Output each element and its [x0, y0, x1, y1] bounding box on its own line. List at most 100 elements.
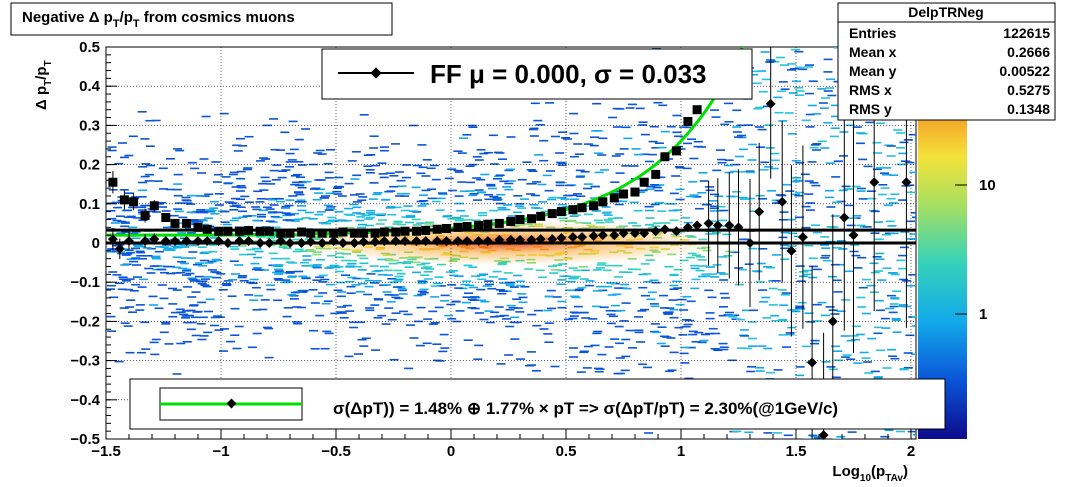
- data-point-square: [223, 226, 233, 236]
- heatmap-cell: [593, 152, 603, 154]
- heatmap-cell: [753, 107, 763, 110]
- heatmap-cell: [417, 282, 427, 285]
- heatmap-cell: [836, 310, 846, 312]
- heatmap-cell: [297, 209, 307, 212]
- heatmap-cell: [324, 177, 334, 179]
- heatmap-cell: [597, 353, 607, 356]
- heatmap-cell: [345, 226, 355, 229]
- heatmap-cell: [697, 146, 706, 148]
- heatmap-cell: [553, 264, 562, 266]
- heatmap-cell: [513, 274, 523, 277]
- heatmap-cell: [292, 173, 302, 176]
- heatmap-cell: [189, 219, 199, 221]
- heatmap-cell: [615, 108, 625, 110]
- heatmap-cell: [812, 113, 822, 115]
- heatmap-cell: [319, 196, 329, 199]
- heatmap-cell: [161, 321, 171, 324]
- heatmap-cell: [684, 126, 694, 129]
- heatmap-cell: [488, 187, 497, 190]
- heatmap-cell: [385, 207, 395, 209]
- heatmap-cell: [138, 181, 147, 184]
- heatmap-cell: [712, 231, 722, 234]
- heatmap-cell: [667, 369, 677, 371]
- heatmap-cell: [689, 194, 699, 196]
- heatmap-cell: [755, 106, 765, 109]
- heatmap-cell: [173, 194, 183, 197]
- heatmap-cell: [179, 313, 189, 316]
- heatmap-cell: [157, 284, 167, 286]
- heatmap-cell: [790, 68, 800, 70]
- data-point-square: [432, 224, 442, 234]
- heatmap-cell: [387, 318, 397, 321]
- heatmap-cell: [812, 268, 822, 271]
- heatmap-cell: [755, 370, 765, 372]
- data-point-diamond: [420, 236, 431, 246]
- heatmap-cell: [381, 198, 391, 201]
- heatmap-cell: [369, 135, 379, 137]
- heatmap-cell: [707, 220, 717, 222]
- heatmap-cell: [137, 111, 147, 113]
- heatmap-cell: [296, 306, 306, 309]
- heatmap-cell: [545, 102, 555, 104]
- heatmap-cell: [557, 203, 567, 206]
- heatmap-cell: [891, 317, 901, 320]
- heatmap-cell: [269, 169, 279, 172]
- heatmap-cell: [573, 143, 583, 145]
- heatmap-cell: [422, 159, 432, 161]
- heatmap-cell: [608, 116, 618, 119]
- heatmap-cell: [238, 253, 248, 256]
- heatmap-cell: [436, 285, 446, 287]
- heatmap-cell: [562, 275, 572, 278]
- heatmap-cell: [128, 206, 138, 209]
- heatmap-cell: [863, 361, 872, 363]
- heatmap-cell: [204, 310, 213, 313]
- heatmap-cell: [285, 161, 295, 163]
- heatmap-cell: [480, 173, 490, 176]
- heatmap-cell: [232, 347, 242, 350]
- legend-bottom: σ(ΔpT)) = 1.48% ⊕ 1.77% × pT => σ(ΔpT/pT…: [129, 378, 946, 430]
- heatmap-cell: [583, 183, 593, 185]
- heatmap-cell: [315, 188, 325, 191]
- heatmap-cell: [709, 207, 719, 210]
- heatmap-cell: [661, 222, 671, 224]
- heatmap-cell: [199, 335, 209, 337]
- heatmap-cell: [852, 325, 862, 328]
- heatmap-cell: [294, 218, 304, 221]
- x-tick-label: 1: [677, 443, 685, 460]
- heatmap-cell: [187, 161, 197, 164]
- heatmap-cell: [859, 351, 869, 354]
- heatmap-cell: [270, 148, 280, 151]
- heatmap-cell: [384, 307, 394, 309]
- heatmap-cell: [832, 438, 842, 439]
- heatmap-cell: [824, 87, 834, 89]
- heatmap-cell: [573, 269, 583, 272]
- heatmap-cell: [804, 66, 814, 68]
- heatmap-cell: [377, 314, 387, 317]
- heatmap-cell: [419, 288, 429, 291]
- heatmap-cell: [719, 292, 729, 295]
- heatmap-cell: [569, 198, 579, 201]
- heatmap-cell: [499, 180, 509, 183]
- heatmap-cell: [373, 317, 383, 319]
- heatmap-cell: [728, 316, 738, 318]
- heatmap-cell: [484, 194, 494, 196]
- data-point-square: [651, 169, 661, 179]
- heatmap-cell: [188, 278, 198, 281]
- heatmap-cell: [416, 200, 426, 203]
- heatmap-cell: [423, 278, 433, 280]
- heatmap-cell: [347, 259, 357, 262]
- heatmap-cell: [580, 269, 590, 272]
- data-point-square: [129, 197, 139, 207]
- heatmap-cell: [781, 292, 791, 294]
- heatmap-cell: [389, 281, 399, 284]
- heatmap-cell: [692, 254, 702, 257]
- heatmap-cell: [272, 264, 281, 267]
- heatmap-cell: [793, 235, 803, 238]
- heatmap-cell: [747, 159, 757, 161]
- heatmap-cell: [618, 271, 628, 273]
- heatmap-cell: [822, 259, 832, 262]
- heatmap-cell: [310, 348, 320, 350]
- y-tick-label: −0.5: [70, 431, 100, 448]
- heatmap-cell: [436, 197, 446, 200]
- heatmap-cell: [757, 128, 767, 131]
